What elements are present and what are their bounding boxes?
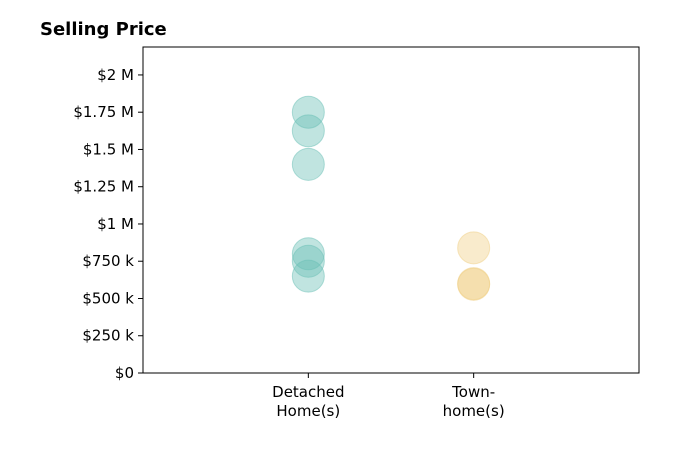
point: [457, 267, 491, 301]
y-tick-label: $750 k: [82, 252, 134, 270]
y-tick-label: $1.75 M: [73, 103, 134, 121]
x-tick-label-line: Detached: [272, 383, 344, 401]
y-tick-label: $250 k: [82, 327, 134, 345]
point: [291, 244, 325, 278]
y-tick-label: $0: [115, 364, 134, 382]
x-tick-label-line: Town-: [451, 383, 495, 401]
y-tick-label: $1.25 M: [73, 178, 134, 196]
point: [291, 147, 325, 181]
y-tick-label: $500 k: [82, 289, 134, 307]
y-tick-label: $1 M: [97, 215, 134, 233]
x-tick-label: Town-home(s): [443, 383, 505, 420]
chart-title: Selling Price: [40, 19, 167, 40]
plot-frame: [142, 46, 640, 374]
point: [291, 259, 325, 293]
point: [291, 114, 325, 148]
point: [291, 95, 325, 129]
x-tick-label-line: home(s): [443, 402, 505, 420]
x-tick-label-line: Home(s): [276, 402, 340, 420]
y-tick-label: $1.5 M: [83, 140, 134, 158]
point: [457, 231, 491, 265]
x-tick-label: Detached Home(s): [272, 383, 344, 420]
y-tick-label: $2 M: [97, 66, 134, 84]
